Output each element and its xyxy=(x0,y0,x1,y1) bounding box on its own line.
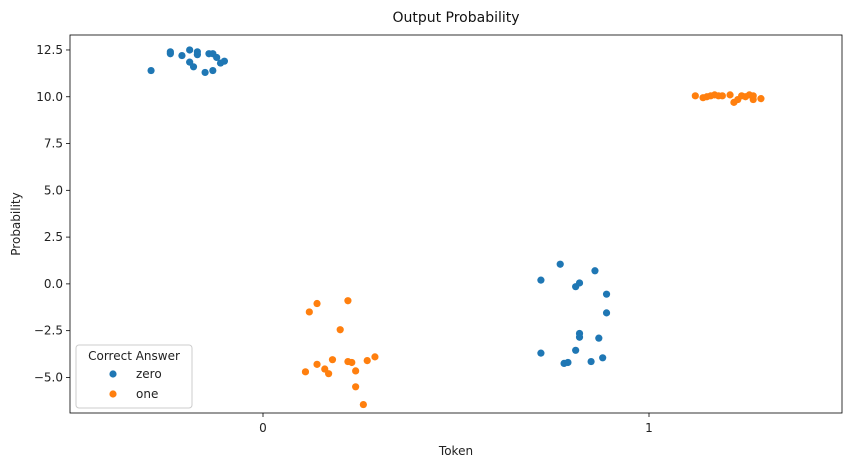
point-one xyxy=(336,326,344,334)
legend-label-zero: zero xyxy=(136,367,162,381)
point-one xyxy=(691,92,699,100)
point-one xyxy=(313,360,321,368)
x-axis-label: Token xyxy=(438,444,473,458)
point-zero xyxy=(147,66,155,75)
point-one xyxy=(359,400,367,409)
point-zero xyxy=(166,50,174,58)
y-tick-label: 5.0 xyxy=(44,183,63,197)
x-tick-label: 1 xyxy=(645,421,653,435)
legend-title: Correct Answer xyxy=(88,349,180,363)
point-one xyxy=(718,92,726,100)
point-one xyxy=(348,358,356,367)
point-zero xyxy=(602,309,611,317)
chart-title: Output Probability xyxy=(392,10,519,26)
point-zero xyxy=(587,357,595,366)
point-zero xyxy=(209,66,217,75)
point-zero xyxy=(572,346,580,354)
y-tick-label: −5.0 xyxy=(34,370,63,384)
point-one xyxy=(301,368,310,376)
point-zero xyxy=(178,51,186,60)
y-tick-label: 0.0 xyxy=(44,277,63,291)
point-one xyxy=(313,299,321,308)
point-zero xyxy=(220,57,228,65)
point-zero xyxy=(193,51,201,59)
point-zero xyxy=(556,260,564,268)
point-one xyxy=(352,367,360,375)
point-one xyxy=(363,357,371,365)
point-one xyxy=(757,95,765,103)
point-zero xyxy=(537,349,545,357)
point-one xyxy=(305,308,313,316)
point-one xyxy=(352,383,360,391)
point-zero xyxy=(537,276,545,284)
y-tick-label: 10.0 xyxy=(36,90,63,104)
point-zero xyxy=(213,53,221,62)
point-one xyxy=(328,356,337,364)
point-zero xyxy=(189,63,198,71)
point-one xyxy=(371,353,379,361)
point-zero xyxy=(599,354,607,362)
x-tick-label: 0 xyxy=(259,421,267,435)
point-one xyxy=(325,370,333,378)
point-zero xyxy=(602,290,611,298)
point-one xyxy=(344,297,352,305)
point-zero xyxy=(595,334,603,342)
y-axis: 12.5 10.0 7.5 5.0 2.5 0.0 −2.5 −5.0 xyxy=(34,43,70,384)
point-zero xyxy=(564,358,572,367)
legend-marker-zero xyxy=(109,370,117,378)
y-tick-label: 7.5 xyxy=(44,137,63,151)
legend-box xyxy=(75,344,193,409)
y-tick-label: 2.5 xyxy=(44,230,63,244)
point-zero xyxy=(575,279,584,287)
plot-area xyxy=(69,34,843,414)
data-points xyxy=(147,46,765,409)
y-axis-label: Probability xyxy=(9,192,23,255)
y-tick-label: −2.5 xyxy=(34,324,63,338)
plot-frame xyxy=(69,34,843,414)
legend-marker-one xyxy=(109,390,117,398)
point-zero xyxy=(575,333,584,341)
point-one xyxy=(749,92,757,100)
point-zero xyxy=(591,267,599,275)
y-tick-label: 12.5 xyxy=(36,43,63,57)
legend: Correct Answer zero one xyxy=(75,344,193,409)
point-zero xyxy=(201,68,209,77)
point-zero xyxy=(186,46,194,54)
point-one xyxy=(726,91,734,99)
legend-label-one: one xyxy=(136,387,158,401)
